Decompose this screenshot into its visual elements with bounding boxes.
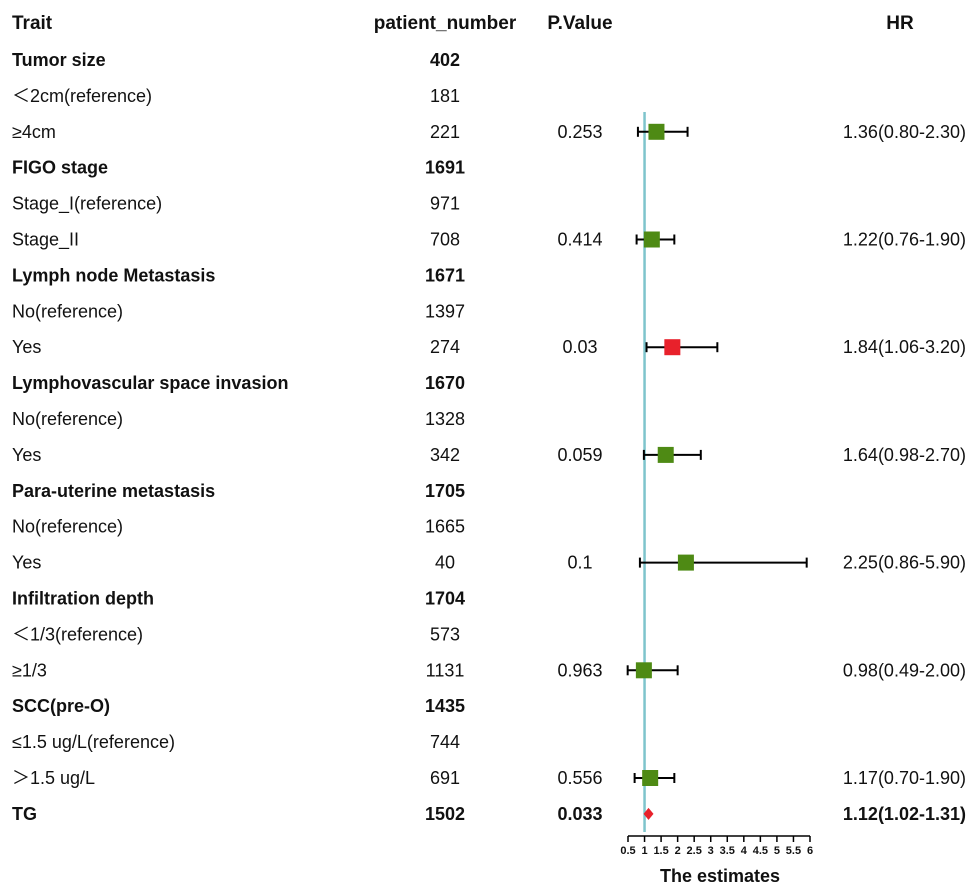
patient-number: 1671 [425,265,465,285]
patient-number: 181 [430,86,460,106]
plot-marks [626,123,808,820]
p-value: 0.03 [562,337,597,357]
estimate-square [648,123,665,140]
p-value: 0.033 [557,804,602,824]
trait-label: TG [12,804,37,824]
x-tick-label: 3 [708,845,714,857]
hr-text: 1.84(1.06-3.20) [843,337,966,357]
header-trait: Trait [12,13,53,34]
p-value: 0.253 [557,122,602,142]
patient-number: 342 [430,445,460,465]
patient-number: 1691 [425,158,465,178]
trait-label: Yes [12,553,41,573]
trait-label: Tumor size [12,50,106,70]
header-patient-number: patient_number [374,13,517,34]
hr-text: 1.64(0.98-2.70) [843,445,966,465]
trait-label: Lymph node Metastasis [12,265,215,285]
x-axis-label: The estimates [660,866,780,884]
x-axis: 0.5 1 1.5 2 2.5 3 3.5 4 4.5 5 5.5 6 [620,835,813,857]
hr-text: 1.17(0.70-1.90) [843,768,966,788]
patient-number: 1502 [425,804,465,824]
x-tick-label: 4 [741,845,748,857]
patient-number: 221 [430,122,460,142]
estimate-square [677,554,694,571]
trait-label: No(reference) [12,301,123,321]
trait-label: Infiltration depth [12,589,154,609]
hr-text: 1.36(0.80-2.30) [843,122,966,142]
trait-label: ≤1.5 ug/L(reference) [12,732,175,752]
trait-label: ＜1/3(reference) [12,624,143,644]
trait-label: ≥4cm [12,122,56,142]
trait-label: Lymphovascular space invasion [12,373,288,393]
x-tick-label: 1.5 [653,845,668,857]
patient-number: 708 [430,230,460,250]
trait-label: Stage_II [12,230,79,251]
trait-label: Para-uterine metastasis [12,481,215,501]
p-value: 0.414 [557,230,602,250]
x-tick-label: 2.5 [687,845,702,857]
patient-number: 1131 [426,660,465,680]
x-tick-label: 0.5 [620,845,635,857]
x-tick-label: 6 [807,845,813,857]
patient-number: 1328 [425,409,465,429]
estimate-square [643,231,660,248]
table-rows: Tumor size 402 ＜2cm(reference) 181 ≥4cm 221 0.… [12,50,966,824]
patient-number: 573 [430,624,460,644]
hr-text: 1.12(1.02-1.31) [843,804,966,824]
estimate-square [635,662,652,679]
patient-number: 1704 [425,589,465,609]
x-tick-label: 1 [641,845,647,857]
trait-label: Stage_I(reference) [12,194,162,215]
header-hr: HR [886,13,914,34]
hr-text: 1.22(0.76-1.90) [843,230,966,250]
trait-label: SCC(pre-O) [12,696,110,716]
p-value: 0.963 [557,660,602,680]
patient-number: 402 [430,50,460,70]
patient-number: 744 [430,732,460,752]
x-tick-label: 5.5 [786,845,801,857]
p-value: 0.1 [567,553,592,573]
trait-label: ＜2cm(reference) [12,86,152,106]
x-tick-label: 5 [774,845,780,857]
trait-label: ≥1/3 [12,660,47,680]
patient-number: 40 [435,553,455,573]
patient-number: 1670 [425,373,465,393]
trait-label: Yes [12,445,41,465]
x-tick-label: 4.5 [753,845,768,857]
patient-number: 1705 [425,481,465,501]
trait-label: No(reference) [12,517,123,537]
patient-number: 274 [430,337,460,357]
estimate-square [657,446,674,463]
trait-label: ＞1.5 ug/L [12,768,95,788]
trait-label: FIGO stage [12,158,108,178]
patient-number: 1397 [425,301,465,321]
patient-number: 971 [430,194,460,214]
header-p-value: P.Value [547,13,612,34]
patient-number: 1435 [425,696,465,716]
x-tick-label: 3.5 [720,845,735,857]
hr-text: 2.25(0.86-5.90) [843,553,966,573]
estimate-square [664,339,681,356]
trait-label: Yes [12,337,41,357]
patient-number: 1665 [425,517,465,537]
p-value: 0.556 [557,768,602,788]
summary-diamond [643,807,654,820]
x-tick-label: 2 [675,845,681,857]
patient-number: 691 [430,768,460,788]
estimate-square [642,770,659,786]
hr-text: 0.98(0.49-2.00) [843,660,966,680]
trait-label: No(reference) [12,409,123,429]
p-value: 0.059 [557,445,602,465]
